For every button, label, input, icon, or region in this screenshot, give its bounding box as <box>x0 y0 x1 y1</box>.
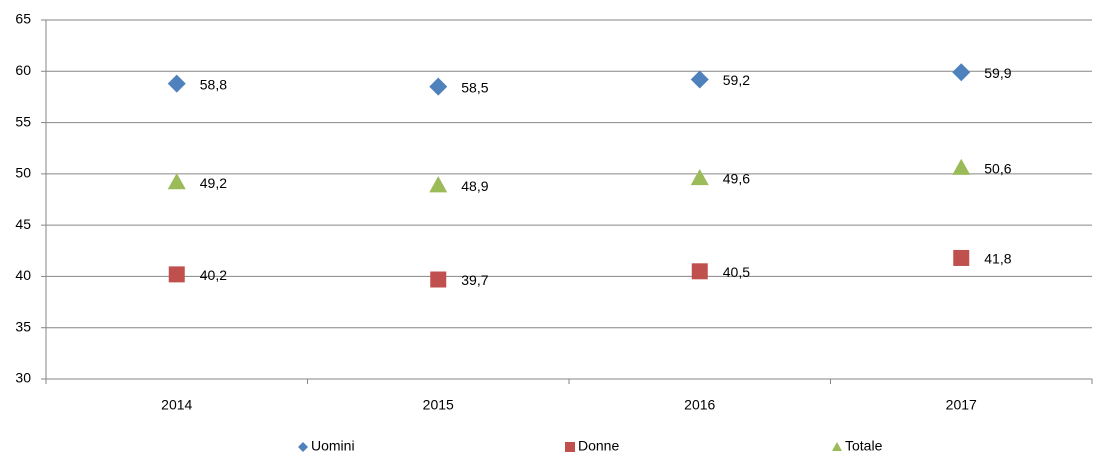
legend-marker <box>565 442 575 452</box>
x-tick-label: 2014 <box>161 397 192 413</box>
y-tick-label: 30 <box>15 370 31 386</box>
marker-square <box>691 263 708 280</box>
data-label: 49,2 <box>200 175 227 191</box>
marker-triangle <box>167 173 186 190</box>
y-tick-label: 45 <box>15 216 31 232</box>
y-tick-label: 55 <box>15 113 31 129</box>
data-label: 40,5 <box>723 264 750 280</box>
data-label: 50,6 <box>984 160 1011 176</box>
legend-marker <box>832 442 842 451</box>
marker-square <box>953 249 970 266</box>
marker-square <box>168 266 185 283</box>
data-label: 41,8 <box>984 251 1011 267</box>
y-tick-label: 60 <box>15 62 31 78</box>
data-label: 48,9 <box>461 178 488 194</box>
marker-diamond <box>690 70 709 89</box>
data-label: 40,2 <box>200 267 227 283</box>
marker-diamond <box>952 63 971 82</box>
marker-diamond <box>167 74 186 93</box>
marker-square <box>430 271 447 288</box>
data-label: 59,9 <box>984 65 1011 81</box>
data-label: 58,8 <box>200 76 227 92</box>
marker-triangle <box>952 158 971 175</box>
y-tick-label: 50 <box>15 165 31 181</box>
data-label: 59,2 <box>723 72 750 88</box>
marker-triangle <box>690 168 709 186</box>
legend-label: Uomini <box>311 438 355 454</box>
x-tick-label: 2015 <box>423 397 454 413</box>
marker-triangle <box>429 176 448 193</box>
x-tick-label: 2016 <box>684 397 715 413</box>
data-label: 39,7 <box>461 272 488 288</box>
legend-label: Donne <box>578 438 619 454</box>
legend-label: Totale <box>845 438 883 454</box>
marker-diamond <box>429 77 448 96</box>
legend-marker <box>298 442 308 452</box>
data-label: 49,6 <box>723 171 750 187</box>
y-tick-label: 35 <box>15 318 31 334</box>
x-tick-label: 2017 <box>946 397 977 413</box>
y-tick-label: 40 <box>15 267 31 283</box>
data-label: 58,5 <box>461 79 488 95</box>
y-tick-label: 65 <box>15 11 31 27</box>
